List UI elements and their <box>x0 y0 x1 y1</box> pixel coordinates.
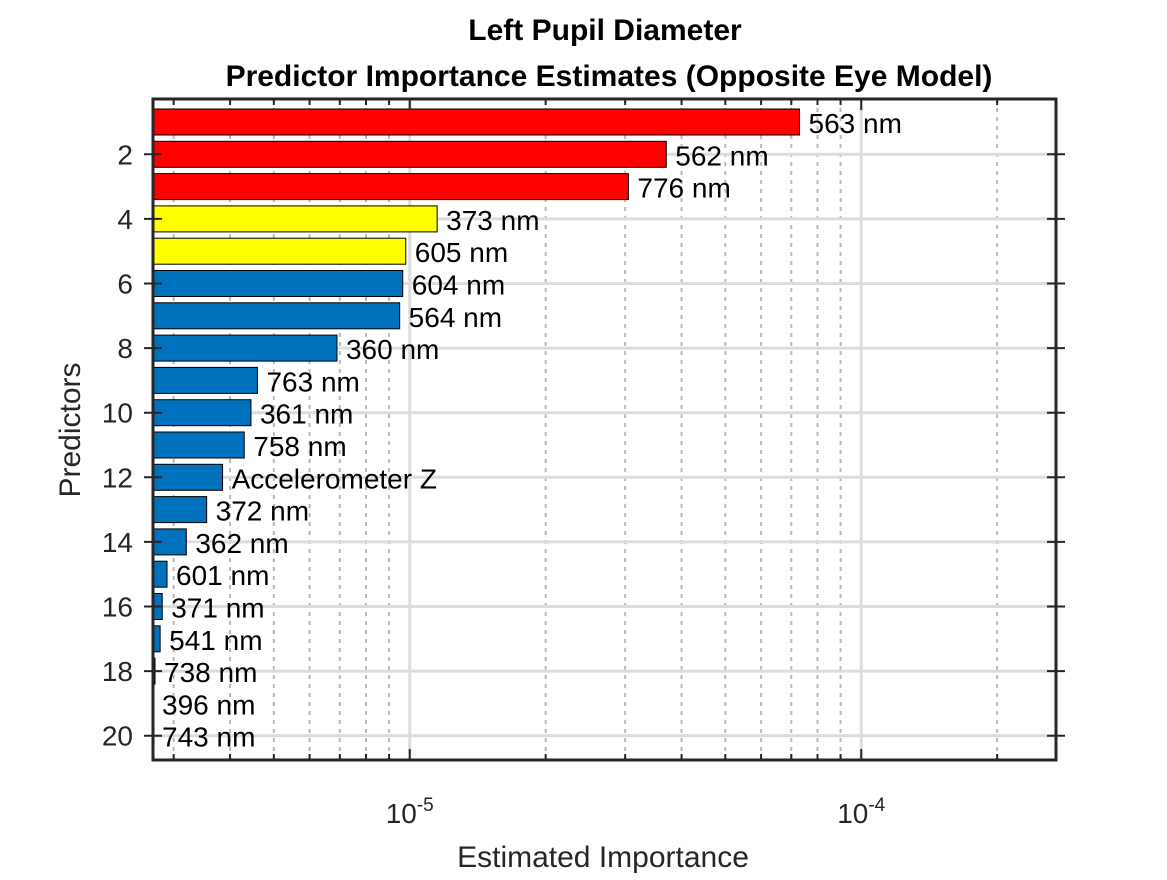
x-tick-base: 10 <box>837 798 868 829</box>
x-tick-base: 10 <box>386 798 417 829</box>
bar-label: 564 nm <box>409 302 502 333</box>
x-axis-label: Estimated Importance <box>457 841 749 874</box>
bar-6 <box>152 270 404 297</box>
x-tick-label: 10-4 <box>837 795 885 829</box>
bar-11 <box>152 431 245 459</box>
bar-8 <box>152 334 338 362</box>
bar-12 <box>152 463 224 491</box>
y-tick-label: 20 <box>102 721 133 752</box>
bar-15 <box>152 560 168 588</box>
bar-label: 763 nm <box>266 366 359 397</box>
bar-2 <box>152 140 667 168</box>
bar-label: 605 nm <box>415 237 508 268</box>
y-tick-label: 18 <box>102 656 133 687</box>
y-tick-labels: 2 4 6 8 10 12 14 16 18 20 <box>102 139 133 751</box>
y-tick-label: 2 <box>117 139 133 170</box>
bar-10 <box>152 399 252 427</box>
x-tick-exponent: -4 <box>868 795 885 816</box>
bar-label: 396 nm <box>162 689 255 720</box>
bar-label: 562 nm <box>675 140 768 171</box>
bar-label: 758 nm <box>253 431 346 462</box>
y-tick-label: 14 <box>102 527 133 558</box>
bar-label: 362 nm <box>195 528 288 559</box>
y-axis-label: Predictors <box>54 362 87 497</box>
bar-9 <box>152 366 258 394</box>
bar-label: 360 nm <box>346 334 439 365</box>
y-tick-label: 4 <box>117 204 133 235</box>
chart-title-line1: Left Pupil Diameter <box>468 14 742 47</box>
bar-5 <box>152 237 407 265</box>
chart-title-line2: Predictor Importance Estimates (Opposite… <box>226 60 993 93</box>
y-tick-label: 16 <box>102 592 133 623</box>
x-tick-label: 10-5 <box>386 795 434 829</box>
axes-box <box>151 97 1058 762</box>
bar-4 <box>152 205 438 233</box>
bar-label: 776 nm <box>637 173 730 204</box>
bar-3 <box>152 173 629 201</box>
y-tick-label: 6 <box>117 269 133 300</box>
bar-label: 361 nm <box>260 399 353 430</box>
bar-7 <box>152 302 401 330</box>
bar-label: 563 nm <box>809 108 902 139</box>
bar-1 <box>152 108 801 136</box>
bar-label: 371 nm <box>171 593 264 624</box>
bar-label: 604 nm <box>412 270 505 301</box>
bars-layer <box>152 108 801 685</box>
y-tick-label: 8 <box>117 333 133 364</box>
bar-13 <box>152 496 208 524</box>
y-tick-label: 10 <box>102 398 133 429</box>
ticks-layer <box>144 99 1065 760</box>
bar-label: 541 nm <box>169 625 262 656</box>
x-tick-labels: 10-5 10-4 <box>386 795 886 829</box>
y-tick-label: 12 <box>102 462 133 493</box>
x-tick-exponent: -5 <box>417 795 434 816</box>
bar-label: 601 nm <box>176 560 269 591</box>
bar-label: Accelerometer Z <box>232 463 437 494</box>
bar-label: 373 nm <box>446 205 539 236</box>
bar-label: 738 nm <box>164 657 257 688</box>
bar-label: 372 nm <box>216 496 309 527</box>
bar-label: 743 nm <box>162 722 255 753</box>
